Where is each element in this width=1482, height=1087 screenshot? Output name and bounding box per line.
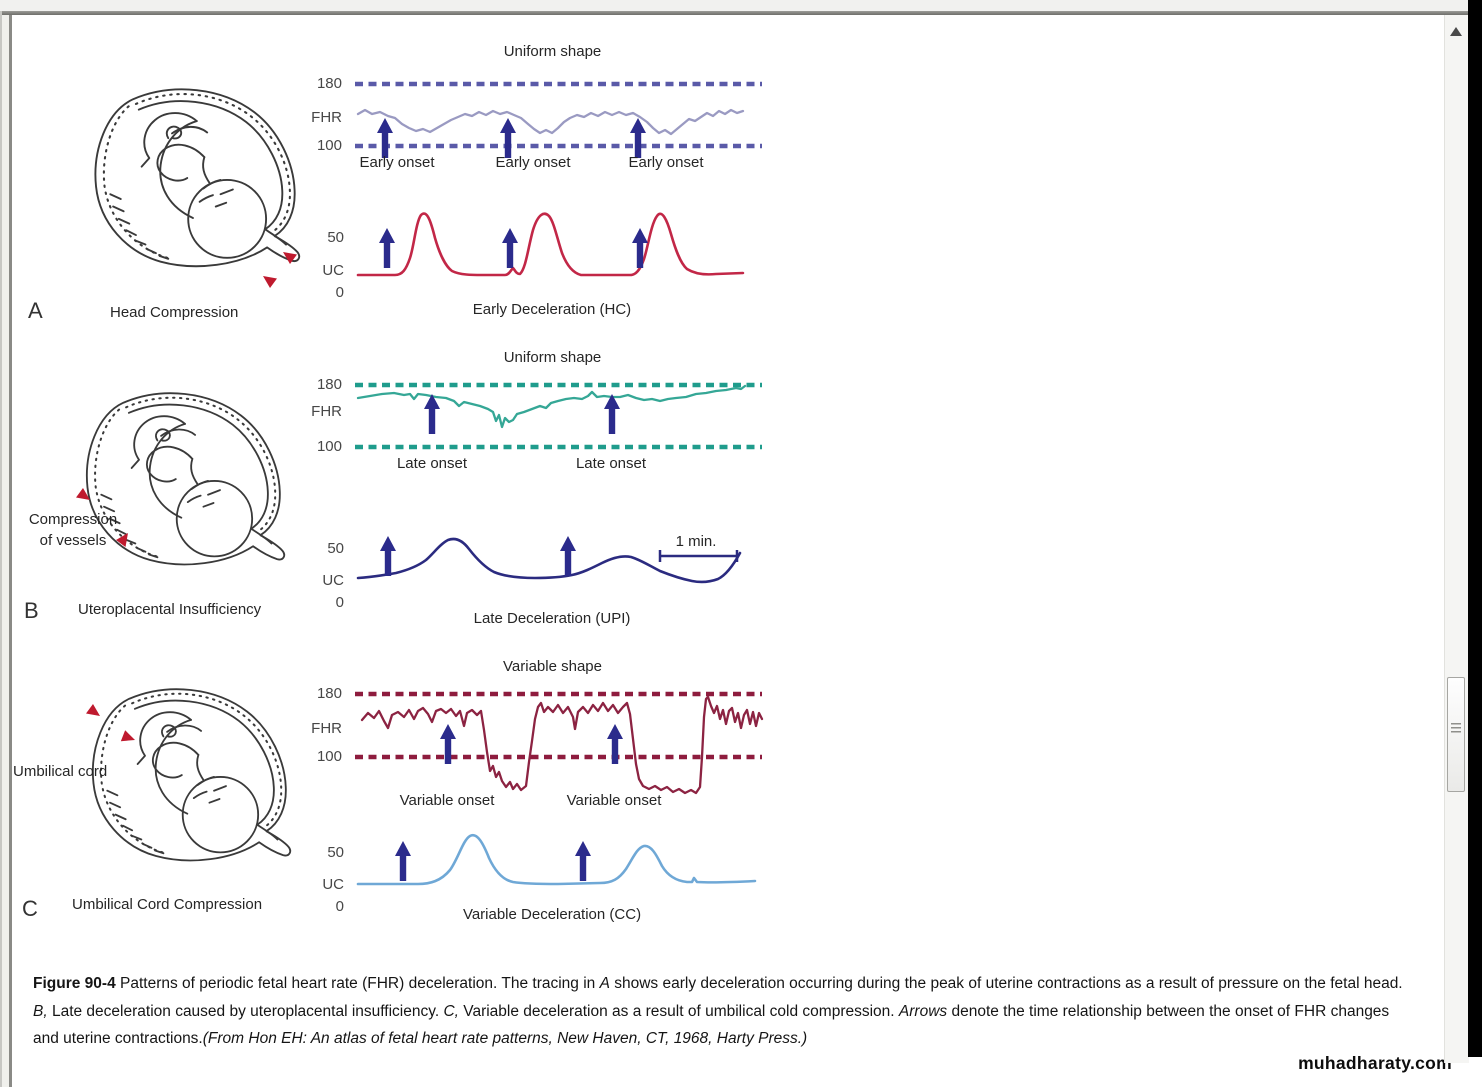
panel-b-fhr-trace [356, 384, 747, 429]
panel-c-fhr-lower-tick: 100 [316, 748, 342, 765]
panel-a-fhr-lower-tick: 100 [316, 137, 342, 154]
panel-b-uc-upper-tick: 50 [327, 540, 344, 557]
up-arrow-icon [424, 394, 440, 434]
red-pointer-icon [283, 252, 297, 264]
window-border-top [0, 11, 1468, 15]
panel-b-onset-label: Late onset [396, 455, 468, 472]
scrollbar-grip-icon [1451, 723, 1461, 734]
panel-b-title: Late Deceleration (UPI) [473, 610, 631, 627]
up-arrow-icon [632, 228, 648, 268]
panel-c-annotation: Umbilical cord [13, 763, 108, 780]
panel-c-uc-lower-tick: 0 [335, 898, 344, 915]
up-arrow-icon [380, 536, 396, 576]
red-pointer-icon [86, 704, 100, 716]
panel-b-fhr-lower-tick: 100 [316, 438, 342, 455]
watermark: muhadharaty.com [1298, 1053, 1452, 1073]
up-arrow-icon [395, 841, 411, 881]
window-top-strip [0, 0, 1482, 11]
panel-b-onset-label: Late onset [575, 455, 647, 472]
window-border-left [9, 15, 12, 1087]
panel-c-onset-label: Variable onset [566, 792, 662, 809]
panel-a-onset-label: Early onset [359, 154, 435, 171]
right-black-column [1468, 0, 1482, 1057]
panel-b-letter: B [24, 598, 39, 623]
panel-b-uc-axis-label: UC [322, 572, 344, 589]
fetus-illustration-c [91, 688, 292, 862]
panel-a-fhr-upper-tick: 180 [316, 75, 342, 92]
red-pointer-icon [118, 728, 135, 744]
panel-b-annotation-line1: Compression [28, 511, 118, 528]
scrollbar-thumb[interactable] [1447, 677, 1465, 792]
up-arrow-icon [630, 118, 646, 158]
panel-a-uc-axis-label: UC [322, 262, 344, 279]
panel-c-title: Variable Deceleration (CC) [462, 906, 642, 923]
up-arrow-icon [604, 394, 620, 434]
panel-a-title: Early Deceleration (HC) [472, 301, 632, 318]
scrollbar-track[interactable] [1444, 15, 1469, 1063]
panel-b-fhr-upper-tick: 180 [316, 376, 342, 393]
panel-b-illustration-label: Uteroplacental Insufficiency [78, 601, 262, 618]
panel-a-onset-label: Early onset [495, 154, 571, 171]
up-arrow-icon [575, 841, 591, 881]
panel-c-illustration-label: Umbilical Cord Compression [72, 896, 263, 913]
panel-b-shape-label: Uniform shape [503, 349, 602, 366]
panel-b-uc-lower-tick: 0 [335, 594, 344, 611]
scale-bar [658, 550, 739, 562]
up-arrow-icon [560, 536, 576, 576]
scale-bar-label: 1 min. [675, 533, 717, 550]
panel-c-fhr-axis-label: FHR [311, 720, 342, 737]
panel-b-annotation-line2: of vessels [39, 532, 107, 549]
window-border-left-gap [2, 15, 9, 1087]
panel-c-onset-label: Variable onset [399, 792, 495, 809]
panel-c-fhr-upper-tick: 180 [316, 685, 342, 702]
panel-a-fhr-trace [356, 108, 745, 136]
panel-a-uc-lower-tick: 0 [335, 284, 344, 301]
panel-a-fhr-axis-label: FHR [311, 109, 342, 126]
panel-c-uc-trace [356, 833, 757, 886]
up-arrow-icon [440, 724, 456, 764]
panel-a-onset-label: Early onset [628, 154, 704, 171]
up-arrow-icon [379, 228, 395, 268]
up-arrow-icon [500, 118, 516, 158]
panel-a-illustration-label: Head Compression [110, 304, 239, 321]
panel-a-shape-label: Uniform shape [503, 43, 602, 60]
scroll-up-icon[interactable] [1450, 27, 1462, 36]
panel-b-annotation: Compression of vessels [12, 509, 134, 551]
panel-c-letter: C [22, 896, 38, 921]
up-arrow-icon [607, 724, 623, 764]
up-arrow-icon [502, 228, 518, 268]
window-border-left-outer [0, 11, 2, 1087]
panel-c-fhr-trace [360, 695, 764, 795]
panel-a-uc-trace [356, 212, 745, 277]
panel-a-letter: A [28, 298, 43, 323]
red-pointer-icon [263, 276, 277, 288]
panel-b-fhr-axis-label: FHR [311, 403, 342, 420]
red-pointer-icon [76, 488, 90, 500]
panel-c-uc-upper-tick: 50 [327, 844, 344, 861]
panel-c-shape-label: Variable shape [503, 658, 602, 675]
up-arrow-icon [377, 118, 393, 158]
panel-a-uc-upper-tick: 50 [327, 229, 344, 246]
figure-caption: Figure 90-4 Patterns of periodic fetal h… [33, 975, 1403, 1047]
fetus-illustration-a [94, 88, 301, 268]
panel-c-uc-axis-label: UC [322, 876, 344, 893]
